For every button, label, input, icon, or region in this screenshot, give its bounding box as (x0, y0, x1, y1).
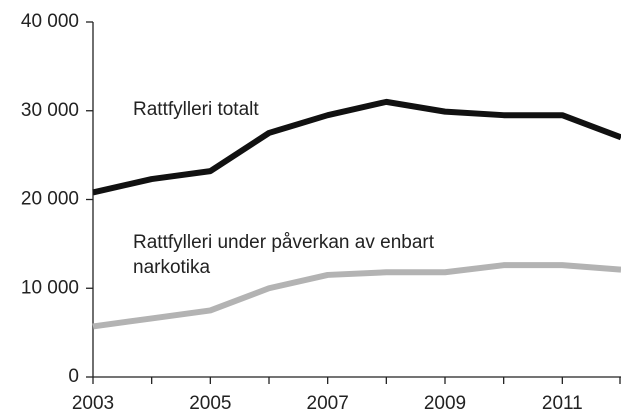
x-tick-label: 2011 (542, 393, 583, 412)
y-tick-label: 30 000 (21, 100, 79, 121)
annotation: Rattfylleri under påverkan av enbart (133, 232, 435, 253)
y-tick-label: 40 000 (21, 11, 79, 32)
y-tick-label: 0 (68, 366, 79, 387)
x-tick-label: 2009 (424, 393, 466, 412)
annotation: Rattfylleri totalt (133, 99, 259, 120)
x-tick-label: 2003 (72, 393, 114, 412)
x-tick-label: 2007 (307, 393, 349, 412)
x-tick-label: 2005 (189, 393, 231, 412)
series-line (92, 98, 621, 196)
y-tick-label: 20 000 (21, 189, 79, 210)
annotation: narkotika (133, 257, 211, 278)
y-tick-label: 10 000 (21, 277, 79, 298)
series-line (92, 262, 621, 330)
